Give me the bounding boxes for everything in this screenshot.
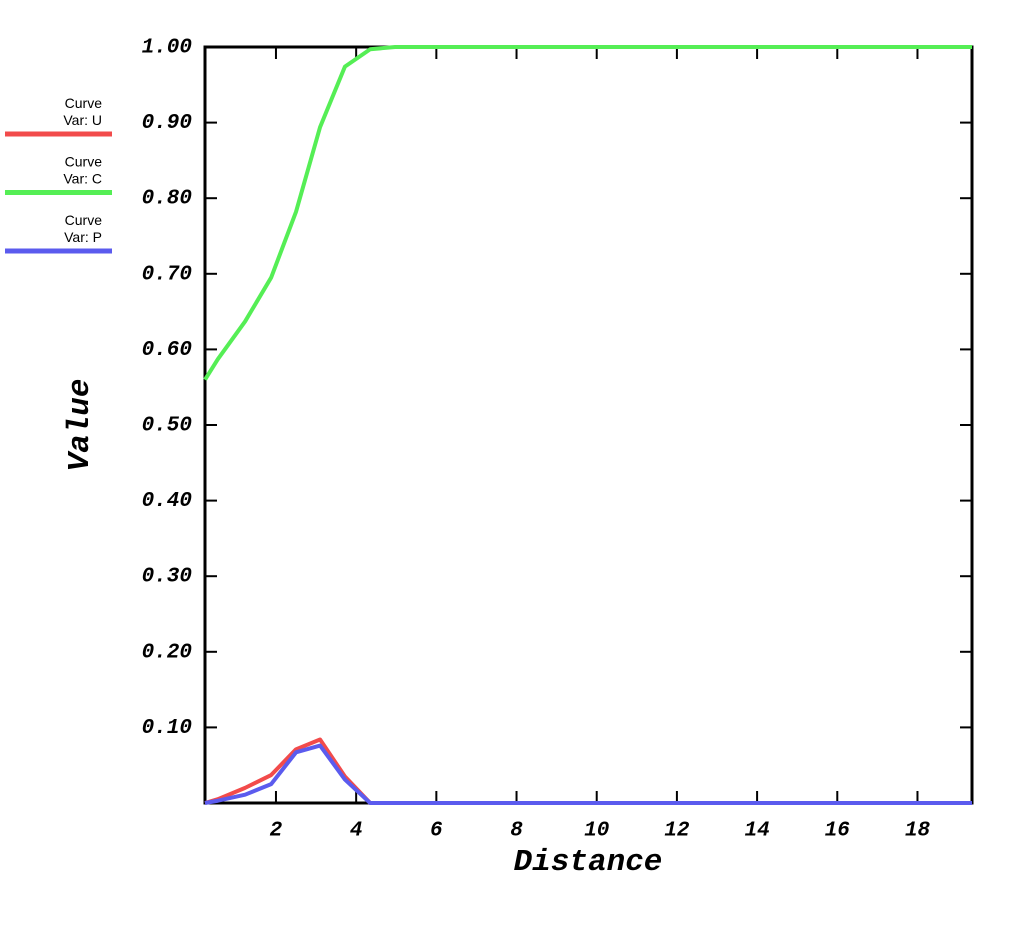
x-tick-label: 4 <box>350 820 363 843</box>
x-tick-label: 16 <box>825 820 851 843</box>
y-tick-label: 0.40 <box>142 490 192 513</box>
legend-group: Curve <box>65 95 103 111</box>
x-tick-label: 18 <box>905 820 931 843</box>
series-line <box>203 45 972 381</box>
x-tick-label: 10 <box>584 820 609 843</box>
y-tick-label: 0.30 <box>142 566 192 589</box>
y-axis-title: Value <box>63 378 98 471</box>
series-line <box>204 737 972 805</box>
y-tick-label: 0.70 <box>142 263 192 286</box>
y-tick-label: 0.60 <box>142 339 192 362</box>
legend-group: Curve <box>65 212 103 228</box>
y-tick-label: 1.00 <box>142 37 192 60</box>
plot-frame <box>203 45 974 805</box>
legend-label: Var: C <box>63 171 102 187</box>
x-axis-title: Distance <box>514 845 663 880</box>
x-tick-label: 6 <box>430 820 443 843</box>
y-tick-label: 0.50 <box>142 415 192 438</box>
legend-label: Var: U <box>63 112 102 128</box>
x-tick-label: 8 <box>510 820 523 843</box>
y-tick-label: 0.90 <box>142 112 192 135</box>
y-tick-label: 0.80 <box>142 188 192 211</box>
x-tick-label: 12 <box>664 820 690 843</box>
x-tick-label: 2 <box>270 820 283 843</box>
legend-label: Var: P <box>64 229 102 245</box>
x-tick-label: 14 <box>744 820 769 843</box>
y-tick-label: 0.10 <box>142 717 192 740</box>
legend-group: Curve <box>65 154 103 170</box>
y-tick-label: 0.20 <box>142 641 192 664</box>
series-line <box>204 743 972 805</box>
